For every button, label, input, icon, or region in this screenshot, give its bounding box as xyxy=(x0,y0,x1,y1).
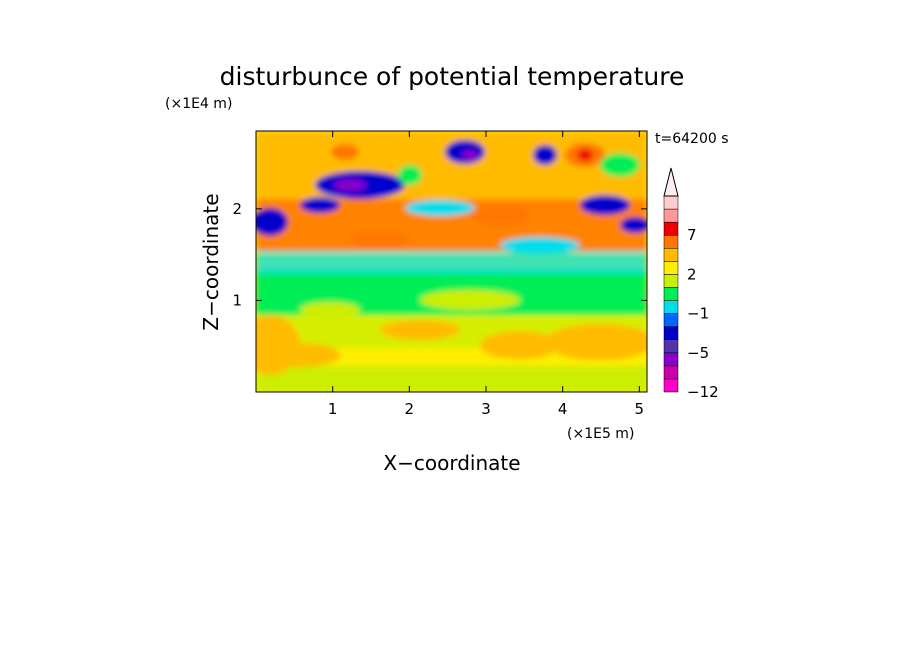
y-axis-ticks: 12 xyxy=(232,200,647,309)
colorbar-swatch-9 xyxy=(663,261,679,275)
colorbar-swatch-4 xyxy=(663,326,679,340)
time-label: t=64200 s xyxy=(655,131,729,147)
y-tick-label-0: 1 xyxy=(232,291,242,309)
heatmap-field xyxy=(256,131,647,392)
colorbar-label-3: 2 xyxy=(687,265,697,283)
colorbar-swatch-5 xyxy=(663,313,679,327)
x-tick-label-0: 1 xyxy=(328,400,338,418)
colorbar-swatch-8 xyxy=(663,274,679,288)
colorbar-swatch-13 xyxy=(663,208,679,223)
colorbar-label-0: −12 xyxy=(687,383,719,401)
chart-title: disturbunce of potential temperature xyxy=(220,62,685,91)
colorbar-label-1: −5 xyxy=(687,344,709,362)
colorbar-swatch-6 xyxy=(663,300,679,314)
colorbar-extend-arrow xyxy=(663,167,679,197)
colorbar-swatch-2 xyxy=(663,352,679,367)
colorbar-swatch-1 xyxy=(663,365,679,380)
x-axis-label: X−coordinate xyxy=(383,451,520,475)
x-tick-label-4: 5 xyxy=(635,400,645,418)
y-tick-label-1: 2 xyxy=(232,200,242,218)
colorbar-swatch-0 xyxy=(663,378,679,393)
colorbar-label-4: 7 xyxy=(687,226,697,244)
x-tick-label-1: 2 xyxy=(405,400,415,418)
plot-frame xyxy=(255,130,648,393)
colorbar-swatch-11 xyxy=(663,234,679,249)
colorbar: −12−5−127 xyxy=(663,167,719,401)
colorbar-swatch-12 xyxy=(663,221,679,236)
colorbar-swatch-3 xyxy=(663,339,679,354)
colorbar-swatch-14 xyxy=(663,195,679,210)
colorbar-swatch-7 xyxy=(663,287,679,301)
colorbar-label-2: −1 xyxy=(687,305,709,323)
y-unit-label: (×1E4 m) xyxy=(165,96,232,112)
colorbar-swatch-10 xyxy=(663,248,679,262)
x-unit-label: (×1E5 m) xyxy=(567,426,634,442)
x-axis-ticks: 1 2 3 4 5 xyxy=(328,131,644,418)
x-tick-label-3: 4 xyxy=(558,400,568,418)
x-tick-label-2: 3 xyxy=(481,400,491,418)
y-axis-label: Z−coordinate xyxy=(199,193,223,330)
